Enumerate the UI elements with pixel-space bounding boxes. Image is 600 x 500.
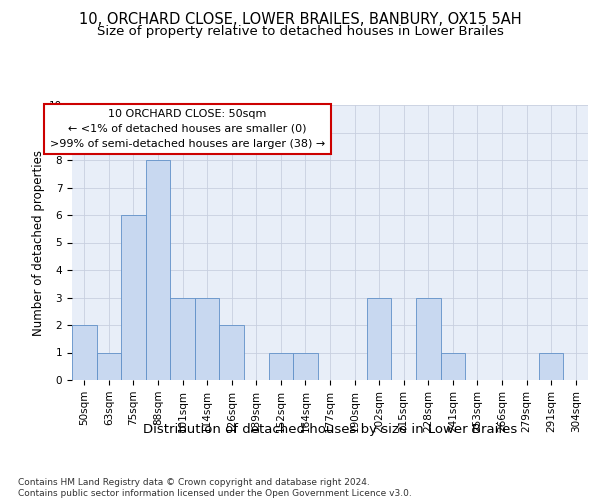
Text: 10, ORCHARD CLOSE, LOWER BRAILES, BANBURY, OX15 5AH: 10, ORCHARD CLOSE, LOWER BRAILES, BANBUR… (79, 12, 521, 28)
Text: 10 ORCHARD CLOSE: 50sqm
← <1% of detached houses are smaller (0)
>99% of semi-de: 10 ORCHARD CLOSE: 50sqm ← <1% of detache… (50, 109, 325, 148)
Bar (220, 325, 244, 380)
Y-axis label: Number of detached properties: Number of detached properties (32, 150, 45, 336)
Bar (416, 298, 440, 380)
Text: Contains HM Land Registry data © Crown copyright and database right 2024.
Contai: Contains HM Land Registry data © Crown c… (18, 478, 412, 498)
Bar (146, 160, 170, 380)
Bar (367, 298, 391, 380)
Bar (121, 215, 146, 380)
Bar (539, 352, 563, 380)
Bar (293, 352, 318, 380)
Bar (195, 298, 220, 380)
Bar (269, 352, 293, 380)
Bar (170, 298, 195, 380)
Bar (97, 352, 121, 380)
Text: Distribution of detached houses by size in Lower Brailes: Distribution of detached houses by size … (143, 422, 517, 436)
Text: Size of property relative to detached houses in Lower Brailes: Size of property relative to detached ho… (97, 25, 503, 38)
Bar (72, 325, 97, 380)
Bar (440, 352, 465, 380)
